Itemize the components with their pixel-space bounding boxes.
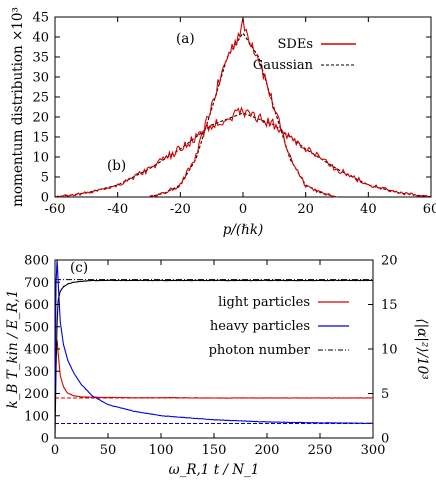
sde-curve-(b) xyxy=(54,106,432,198)
p2-xtick-label-1: 50 xyxy=(100,443,117,458)
p1-ytick-label-1: 5 xyxy=(41,171,49,186)
p2-y2tick-label-2: 10 xyxy=(381,343,398,358)
p2-ytick-label-2: 200 xyxy=(24,387,49,402)
p2-ytick-label-8: 800 xyxy=(24,254,49,269)
p2-ytick-label-1: 100 xyxy=(24,409,49,424)
legend-gaussian-label: Gaussian xyxy=(253,58,314,73)
p1-xtick-label-5: 40 xyxy=(360,202,377,217)
p1-ytick-label-4: 20 xyxy=(32,111,49,126)
series-curve-2 xyxy=(54,279,374,439)
p2-ytick-label-0: 0 xyxy=(41,432,49,447)
p2-ytick-label-7: 700 xyxy=(24,276,49,291)
annotation-a: (a) xyxy=(176,31,195,47)
legend-photon-label: photon number xyxy=(209,343,311,358)
legend-light-label: light particles xyxy=(218,295,310,310)
p1-xtick-label-6: 60 xyxy=(423,202,436,217)
p2-xtick-label-2: 100 xyxy=(149,443,174,458)
series-curve-1 xyxy=(54,259,374,425)
p2-y2tick-label-3: 15 xyxy=(381,298,398,313)
p1-xtick-label-4: 20 xyxy=(297,202,314,217)
gaussian-curve-(a) xyxy=(148,31,338,198)
p1-ytick-label-5: 25 xyxy=(32,91,49,106)
p2-xlabel: ω_R,1 t / N_1 xyxy=(169,462,260,478)
p2-curves xyxy=(54,259,374,439)
series-curve-0 xyxy=(54,340,374,399)
p2-ytick-label-6: 600 xyxy=(24,298,49,313)
annotation-c: (c) xyxy=(70,260,88,276)
p1-ytick-label-3: 15 xyxy=(32,131,49,146)
p1-xtick-label-3: 0 xyxy=(239,202,247,217)
p1-xlabel: p/(ℏk) xyxy=(223,222,264,238)
p2-y2tick-label-4: 20 xyxy=(381,254,398,269)
p2-ytick-label-5: 500 xyxy=(24,320,49,335)
gaussian-curve-(b) xyxy=(54,112,432,198)
p2-xtick-label-4: 200 xyxy=(255,443,280,458)
p2-ytick-label-4: 400 xyxy=(24,343,49,358)
legend-heavy-label: heavy particles xyxy=(210,319,310,334)
p2-y2tick-label-0: 0 xyxy=(381,432,389,447)
p1-ytick-label-9: 45 xyxy=(32,11,49,26)
p2-ytick-label-3: 300 xyxy=(24,365,49,380)
p2-xtick-label-5: 250 xyxy=(308,443,333,458)
annotation-b: (b) xyxy=(107,158,126,174)
p2-y2tick-label-1: 5 xyxy=(381,387,389,402)
p1-xtick-label-2: -20 xyxy=(170,202,191,217)
p2-y2label: ⟨|α|²⟩/10³ xyxy=(414,318,430,379)
legend-sdes-label: SDEs xyxy=(278,37,314,52)
p1-ytick-label-6: 30 xyxy=(32,71,49,86)
p1-ytick-label-2: 10 xyxy=(32,151,49,166)
p2-xtick-label-0: 0 xyxy=(51,443,59,458)
p1-xtick-label-0: -60 xyxy=(45,202,66,217)
p1-ytick-label-7: 35 xyxy=(32,51,49,66)
p1-ytick-label-8: 40 xyxy=(32,31,49,46)
p1-ytick-label-0: 0 xyxy=(41,191,49,206)
p2-xtick-label-6: 300 xyxy=(361,443,386,458)
p1-ylabel: momentum distribution ×10³ xyxy=(10,7,26,207)
p2-ylabel: k_B T_kin / E_R,1 xyxy=(5,290,21,409)
p2-ticks: 0 50 100 150 200 250 3000100200300400500600700… xyxy=(24,254,397,459)
p2-xtick-label-3: 150 xyxy=(202,443,227,458)
panel-momentum: -60 -40 -20 0 20 40 60 0 5 10 15 20 25 30 35 40 45 (a) (… xyxy=(10,7,436,238)
p1-xtick-label-1: -40 xyxy=(107,202,128,217)
p1-ticks: -60 -40 -20 0 20 40 60 0 5 10 15 20 25 30 35 40 45 xyxy=(32,11,436,218)
panel-temperature: 0 50 100 150 200 250 3000100200300400500600700… xyxy=(5,254,430,479)
